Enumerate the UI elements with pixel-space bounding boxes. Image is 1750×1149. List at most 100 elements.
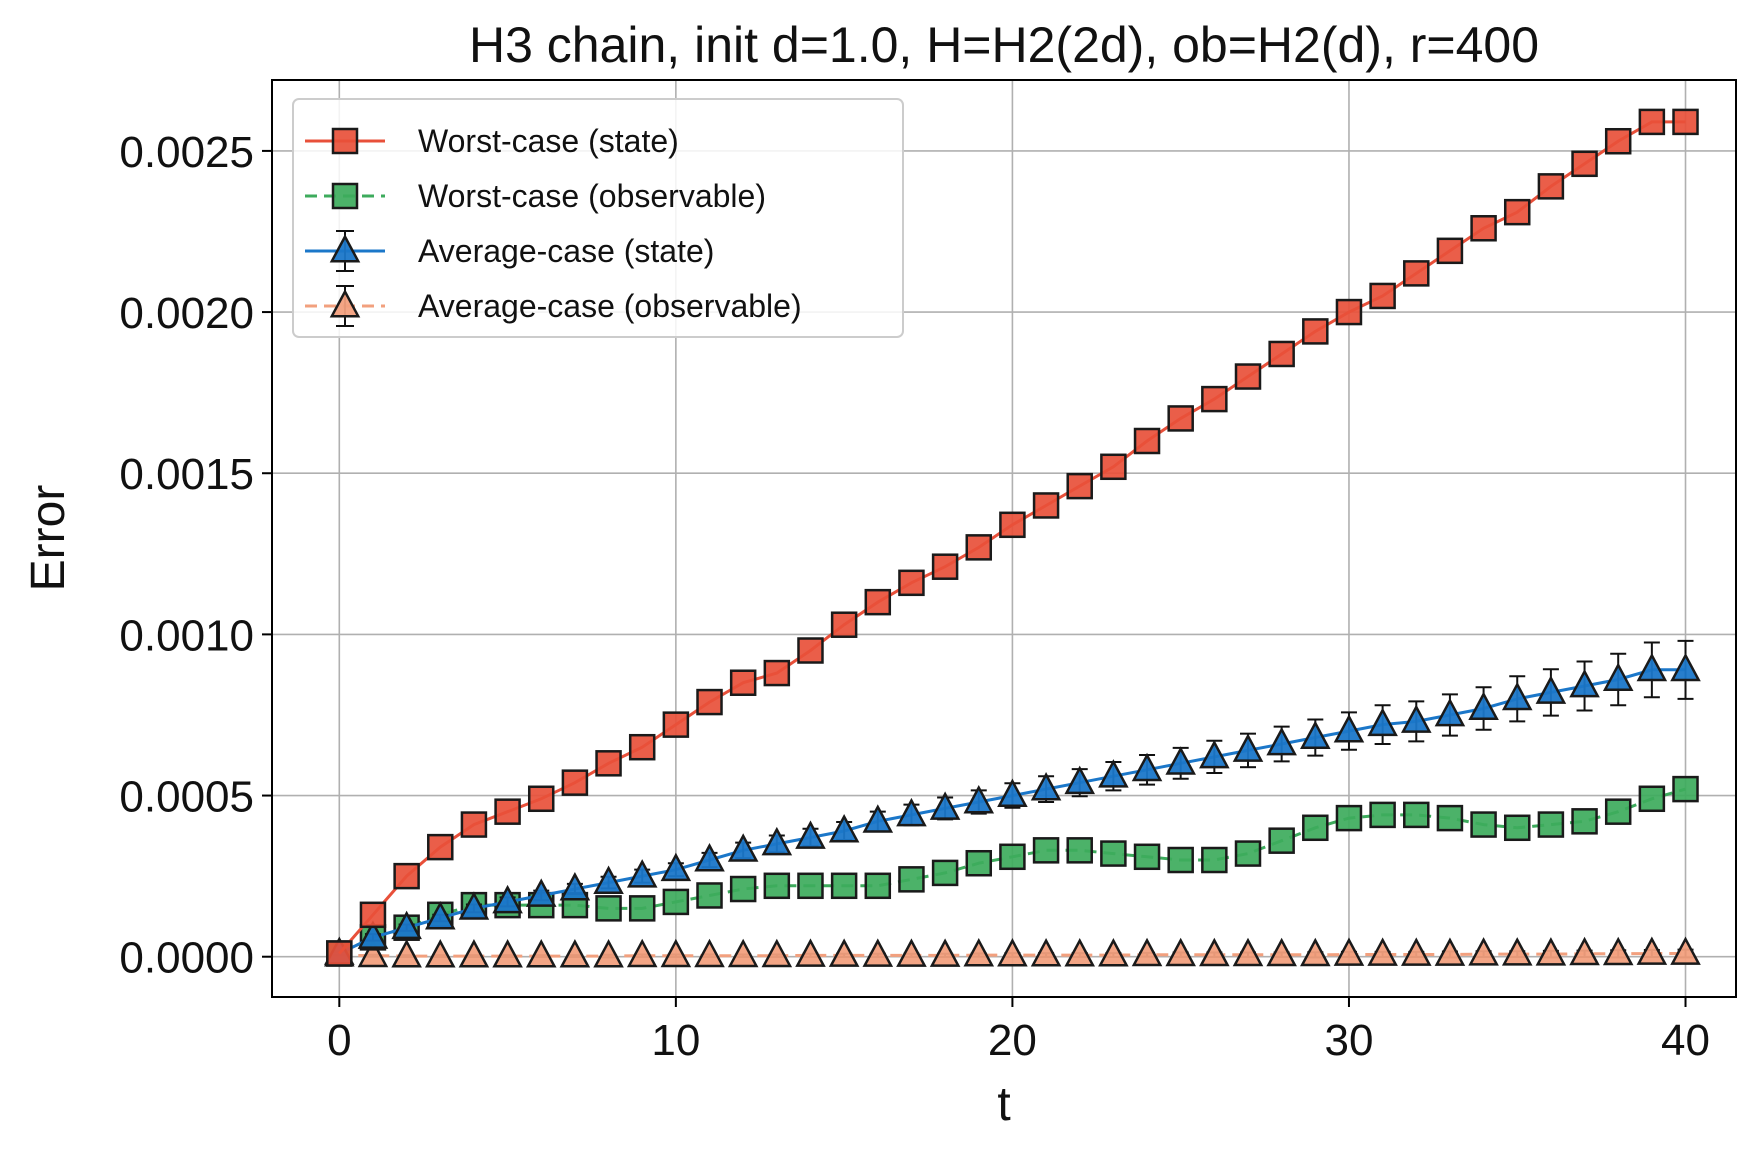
data-point [1503, 198, 1531, 226]
y-tick-label: 0.0005 [119, 773, 254, 822]
data-point [561, 769, 589, 796]
data-point [1268, 827, 1295, 854]
data-point [593, 939, 624, 968]
data-point [1165, 937, 1196, 967]
data-point [1369, 801, 1396, 829]
data-point [1672, 775, 1699, 803]
data-point [931, 859, 959, 887]
data-point [1064, 765, 1096, 795]
data-point [1100, 453, 1127, 481]
data-point [1335, 298, 1363, 326]
data-point [761, 938, 793, 968]
y-tick-label: 0.0010 [119, 611, 254, 660]
data-point [660, 852, 692, 882]
data-point [1199, 739, 1230, 769]
series-average-case-state [324, 639, 1701, 965]
data-point [1537, 811, 1565, 838]
data-point [326, 940, 353, 967]
data-point [1333, 714, 1365, 743]
data-point [1133, 427, 1161, 455]
data-point [559, 871, 591, 901]
data-point [1032, 837, 1060, 864]
data-point [1436, 237, 1464, 265]
data-point [1232, 733, 1264, 762]
data-point [357, 920, 389, 949]
data-point [694, 938, 725, 968]
data-point [660, 938, 692, 968]
data-point [830, 611, 858, 638]
data-point [1434, 937, 1466, 966]
legend-label: Average-case (observable) [418, 288, 802, 324]
data-point [628, 733, 656, 761]
data-point [1066, 472, 1093, 500]
data-point [862, 938, 894, 967]
data-point [1199, 937, 1230, 967]
data-point [626, 938, 658, 968]
data-point [795, 820, 826, 849]
data-point [929, 791, 961, 820]
x-tick-label: 0 [327, 1016, 351, 1065]
data-point [997, 938, 1028, 967]
data-point [1167, 846, 1194, 874]
data-point [727, 938, 759, 968]
data-point [525, 878, 557, 907]
data-point [460, 811, 488, 838]
data-point [1266, 726, 1297, 756]
data-point [391, 939, 422, 968]
data-point [458, 891, 490, 920]
data-point [864, 588, 892, 616]
data-point [662, 888, 690, 916]
y-tick-label: 0.0000 [119, 934, 254, 983]
y-tick-label: 0.0015 [119, 450, 254, 499]
data-point [1400, 704, 1432, 733]
legend-marker [331, 182, 359, 210]
x-tick-label: 30 [1324, 1016, 1373, 1065]
data-point [797, 637, 824, 664]
data-point [929, 938, 961, 967]
legend-label: Average-case (state) [418, 233, 714, 269]
data-point [1436, 804, 1464, 832]
data-point [559, 939, 591, 968]
data-point [1670, 936, 1701, 965]
data-point [595, 895, 622, 922]
data-point [1268, 340, 1295, 368]
data-point [1434, 697, 1466, 727]
data-point [864, 872, 892, 900]
data-point [896, 797, 927, 827]
data-point [797, 872, 824, 900]
legend-label: Worst-case (observable) [418, 178, 766, 214]
data-point [828, 813, 860, 843]
data-point [1501, 937, 1533, 966]
data-point [898, 866, 925, 893]
data-point [999, 843, 1026, 871]
grid-layer [272, 80, 1736, 997]
data-point [1234, 363, 1262, 390]
data-point [1470, 811, 1497, 838]
data-point [1468, 937, 1499, 966]
x-axis-label: t [997, 1078, 1010, 1131]
data-point [1066, 837, 1093, 864]
data-point [898, 569, 925, 597]
y-tick-label: 0.0020 [119, 289, 254, 338]
chart-title: H3 chain, init d=1.0, H=H2(2d), ob=H2(d)… [469, 17, 1539, 73]
data-point [492, 884, 523, 914]
x-tick-label: 40 [1661, 1016, 1710, 1065]
series-worst-case-state [326, 108, 1699, 967]
data-point [1234, 840, 1262, 867]
data-point [830, 872, 858, 900]
y-tick-label: 0.0025 [119, 128, 254, 177]
data-point [1266, 937, 1297, 967]
data-point [1535, 937, 1567, 966]
series-layer [324, 108, 1701, 968]
x-tick-label: 10 [651, 1016, 700, 1065]
legend-marker [331, 127, 359, 155]
data-point [1367, 707, 1398, 737]
data-point [424, 900, 456, 930]
data-point [729, 875, 757, 903]
data-point [1032, 492, 1060, 519]
data-point [1672, 108, 1699, 136]
data-point [626, 859, 658, 888]
data-point [1165, 746, 1196, 775]
data-point [963, 784, 995, 814]
